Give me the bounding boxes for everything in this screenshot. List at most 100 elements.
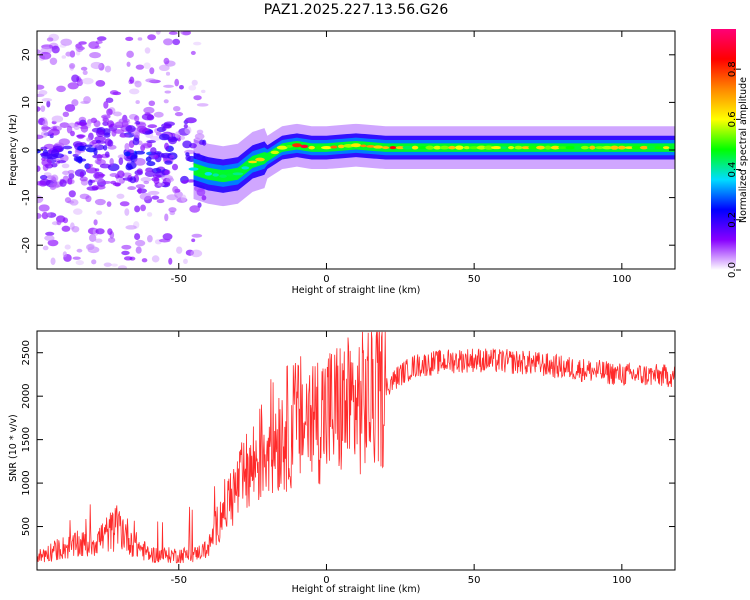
ridge-cell	[439, 145, 450, 150]
ridge-cell	[262, 155, 273, 159]
spectrogram-cell	[76, 134, 86, 138]
spectrogram-cell	[125, 163, 133, 171]
spectrogram-cell	[174, 112, 184, 117]
colorbar-tick-label: 0.4	[727, 162, 738, 178]
spectrogram-cell	[190, 249, 203, 258]
spectrogram-cell	[135, 64, 145, 70]
spectrogram-cell	[156, 126, 166, 133]
spectrogram-cell	[37, 106, 41, 112]
spectrogram-cell	[95, 140, 106, 144]
spectrogram-cell	[129, 176, 137, 184]
spectrogram-cell	[107, 139, 114, 147]
spectrogram-cell	[144, 169, 152, 173]
spectrogram-cell	[126, 50, 134, 59]
spectrogram-cell	[111, 129, 117, 137]
spectrogram-cell	[37, 134, 44, 140]
ridge-cell	[395, 146, 405, 150]
x-tick-label: 0	[323, 274, 329, 285]
spectrogram-cell	[37, 180, 46, 186]
spectrogram-cell	[179, 135, 186, 140]
spectrogram-cell	[93, 219, 98, 226]
spectrogram-cell	[172, 38, 181, 46]
spectrogram-cell	[56, 219, 62, 226]
spectrogram-cell	[41, 98, 53, 102]
spectrogram-cell	[182, 140, 192, 149]
spectrogram-cell	[201, 89, 206, 94]
ridge-cell	[521, 146, 531, 150]
spectrogram-cell	[202, 139, 207, 146]
spectrogram-cell	[183, 123, 188, 129]
spectrogram-cell	[46, 153, 59, 160]
spectrogram-cell	[95, 129, 105, 138]
spectrogram-cell	[86, 137, 91, 142]
spectrogram-cell	[119, 134, 130, 138]
spectrogram-cell	[94, 238, 103, 243]
spectrogram-cell	[71, 225, 80, 233]
spectrogram-cell	[46, 37, 54, 42]
spectrogram-cell	[146, 212, 153, 217]
spectrogram-cell	[169, 154, 175, 159]
y-tick-label: 2000	[21, 383, 32, 408]
spectrogram-cell	[107, 120, 115, 128]
spectrogram-cell	[51, 115, 64, 123]
spectrogram-cell	[165, 71, 171, 76]
ridge-cell	[350, 143, 362, 148]
x-tick-label: 50	[468, 575, 481, 586]
spectrogram-cell	[103, 132, 111, 138]
y-tick-label: 1500	[21, 427, 32, 452]
spectrogram-cell	[152, 174, 162, 179]
spectrogram-cell	[146, 161, 156, 167]
spectrogram-cell	[135, 239, 146, 247]
ridge-cell	[544, 145, 552, 150]
spectrogram-cell	[71, 99, 79, 107]
spectrogram-cell	[67, 177, 73, 185]
spectrogram-cell	[185, 119, 197, 123]
ridge-cell	[639, 145, 649, 150]
spectrogram-cell	[46, 212, 51, 217]
spectrogram-cell	[95, 228, 105, 235]
spectrogram-cell	[153, 177, 160, 185]
y-tick-label: 20	[21, 48, 32, 61]
spectrogram-cell	[42, 120, 49, 128]
spectrogram-cell	[128, 88, 140, 95]
colorbar-label: Normalized spectral amplitude	[738, 77, 749, 223]
spectrogram-cell	[141, 113, 154, 121]
spectrogram-cell	[158, 238, 171, 243]
spectrogram-cell	[64, 244, 71, 250]
spectrogram-cell	[114, 182, 121, 187]
spectrogram-cell	[85, 195, 92, 203]
ridge-cell	[601, 145, 613, 150]
spectrogram-cell	[180, 194, 187, 202]
spectrogram-cell	[121, 250, 130, 256]
x-tick-label: 100	[612, 274, 631, 285]
spectrogram-cell	[37, 195, 44, 204]
spectrogram-cell	[39, 51, 52, 60]
spectrogram-cell	[105, 97, 114, 103]
spectrogram-cell	[44, 235, 55, 241]
spectrogram-cell	[135, 184, 146, 189]
spectrogram-cell	[124, 143, 130, 151]
spectrogram-cell	[102, 121, 109, 126]
ridge-cell	[196, 169, 205, 173]
ridge-cell	[360, 144, 367, 148]
spectrogram-cell	[100, 180, 112, 185]
spectrogram-cell	[49, 134, 54, 139]
spectrogram-cell	[157, 182, 165, 187]
spectrogram-cell	[49, 57, 58, 65]
spectrogram-cell	[104, 65, 112, 73]
spectrogram-cell	[158, 64, 170, 72]
spectrogram-cell	[98, 173, 106, 177]
spectrogram-cell	[47, 130, 53, 135]
spectrogram-cell	[85, 167, 98, 174]
spectrogram-cell	[80, 100, 90, 105]
spectrogram-cell	[135, 246, 142, 254]
spectrogram-cell	[135, 100, 140, 104]
spectrogram-cell	[65, 51, 72, 57]
spectrogram-cell	[174, 131, 181, 139]
ridge-cell	[232, 172, 244, 176]
ridge-cell	[662, 146, 670, 150]
spectrogram-cell	[77, 145, 87, 152]
spectrogram-cell	[141, 142, 151, 147]
spectrogram-y-label: Frequency (Hz)	[8, 114, 19, 186]
y-tick-label: 500	[21, 517, 32, 536]
